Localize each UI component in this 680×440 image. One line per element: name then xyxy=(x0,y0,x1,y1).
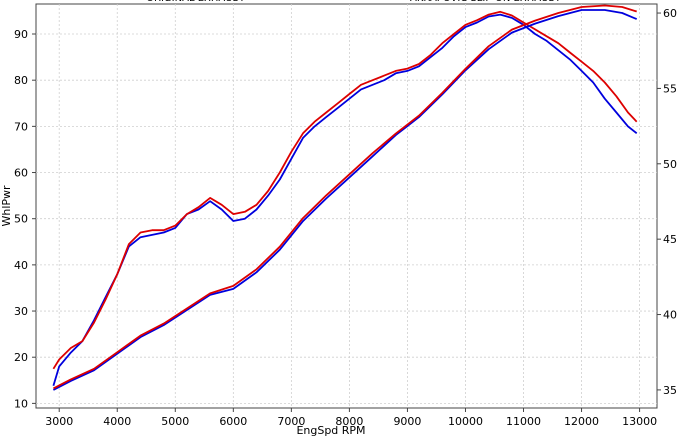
y-tick-label: 90 xyxy=(14,28,28,41)
series-line xyxy=(52,10,638,370)
y-tick-label: 30 xyxy=(14,305,28,318)
x-tick-label: 10000 xyxy=(448,415,483,428)
y-tick-label: 40 xyxy=(14,259,28,272)
y-tick-label: 70 xyxy=(14,120,28,133)
y-axis-title: WhlPwr xyxy=(0,185,13,227)
legend-entry: AKRAPOVIC SLIP-ON EXHAUST xyxy=(410,0,562,4)
legend: ORIGINAL EXHAUST AKRAPOVIC SLIP-ON EXHAUS… xyxy=(146,0,562,4)
x-axis-ticks: 3000 4000 5000 6000 7000 8000 9000 10000 11000 12… xyxy=(45,408,657,428)
grid-lines xyxy=(36,4,657,408)
x-tick-label: 9000 xyxy=(393,415,421,428)
x-tick-label: 3000 xyxy=(45,415,73,428)
y-axis-ticks: 10 20 30 40 50 60 70 80 90 xyxy=(14,28,36,410)
y-tick-label: 80 xyxy=(14,74,28,87)
x-axis-title: EngSpd RPM xyxy=(296,424,365,437)
series-lines xyxy=(52,4,638,391)
series-line xyxy=(52,13,638,387)
y-tick-label: 50 xyxy=(14,213,28,226)
y2-tick-label: 60 xyxy=(663,7,677,20)
series-line xyxy=(52,4,637,390)
legend-entry: ORIGINAL EXHAUST xyxy=(146,0,246,4)
x-tick-label: 13000 xyxy=(622,415,657,428)
y2-tick-label: 50 xyxy=(663,158,677,171)
x-tick-label: 11000 xyxy=(506,415,541,428)
x-tick-label: 12000 xyxy=(564,415,599,428)
x-tick-label: 7000 xyxy=(277,415,305,428)
y-tick-label: 60 xyxy=(14,167,28,180)
y-tick-label: 20 xyxy=(14,351,28,364)
y2-tick-label: 40 xyxy=(663,309,677,322)
x-tick-label: 8000 xyxy=(335,415,363,428)
plot-area xyxy=(35,3,658,409)
y2-tick-label: 35 xyxy=(663,384,677,397)
y2-tick-label: 45 xyxy=(663,233,677,246)
y2-tick-label: 55 xyxy=(663,82,677,95)
x-tick-label: 6000 xyxy=(219,415,247,428)
y2-axis-ticks: 35 40 45 50 55 60 xyxy=(657,7,677,397)
series-line xyxy=(52,9,638,391)
x-tick-label: 5000 xyxy=(161,415,189,428)
y-tick-label: 10 xyxy=(14,397,28,410)
x-tick-label: 4000 xyxy=(103,415,131,428)
